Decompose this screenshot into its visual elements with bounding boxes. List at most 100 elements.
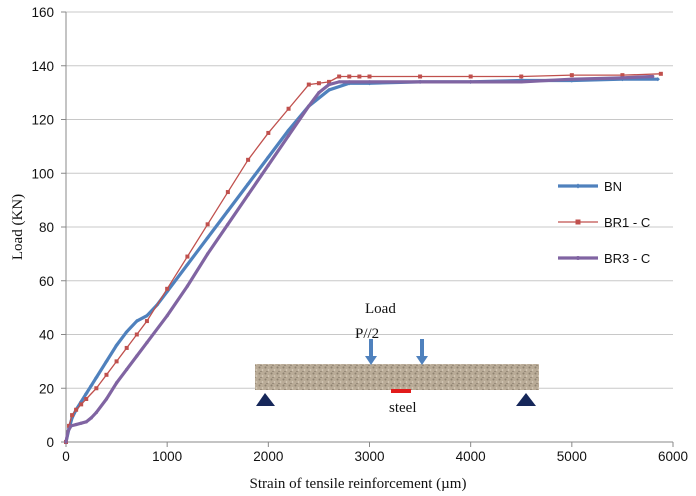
- data-point: [246, 193, 250, 197]
- load-label: Load: [365, 301, 396, 317]
- legend-label: BR1 - C: [604, 215, 650, 230]
- data-point: [286, 134, 291, 138]
- load-arrow-right-icon: [416, 339, 428, 365]
- data-point: [469, 80, 473, 84]
- beam-diagram: Load P//2 steel: [255, 301, 539, 416]
- data-point: [205, 235, 210, 240]
- data-point: [246, 157, 251, 162]
- data-point: [519, 80, 523, 84]
- legend-item: BN: [558, 179, 622, 194]
- y-tick-label: 140: [31, 59, 54, 74]
- x-tick-label: 4000: [456, 449, 486, 464]
- data-point: [246, 181, 251, 187]
- data-point: [569, 73, 574, 78]
- y-tick-label: 100: [31, 166, 54, 181]
- data-point: [266, 130, 271, 135]
- data-point: [327, 79, 332, 84]
- legend-label: BN: [604, 179, 622, 194]
- data-point: [134, 332, 139, 337]
- data-point: [135, 354, 139, 358]
- legend-label: BR3 - C: [604, 251, 650, 266]
- data-point: [145, 340, 149, 345]
- load-arrow-left-icon: [365, 339, 377, 365]
- data-point: [114, 381, 119, 385]
- data-point: [347, 80, 351, 84]
- x-axis-title: Strain of tensile reinforcement (µm): [250, 476, 467, 492]
- gridlines: [66, 11, 673, 389]
- data-point: [327, 82, 331, 87]
- data-point: [418, 80, 422, 84]
- data-point: [84, 420, 88, 424]
- data-point: [79, 421, 83, 425]
- data-point: [74, 407, 79, 412]
- data-point: [367, 80, 372, 84]
- data-point: [104, 372, 109, 377]
- data-point: [104, 397, 109, 401]
- x-tick-label: 6000: [658, 449, 688, 464]
- data-point: [185, 262, 190, 267]
- data-point: [104, 359, 109, 364]
- data-point: [144, 319, 149, 324]
- y-tick-label: 160: [31, 5, 54, 20]
- data-point: [74, 422, 78, 427]
- legend-item: BR1 - C: [558, 215, 650, 230]
- data-point: [576, 256, 580, 260]
- y-tick-label: 20: [39, 381, 54, 396]
- data-point: [94, 386, 99, 391]
- data-point: [316, 81, 321, 86]
- data-point: [519, 74, 524, 79]
- data-point: [165, 286, 170, 291]
- data-point: [89, 383, 94, 388]
- data-point: [306, 82, 311, 87]
- x-tick-label: 3000: [354, 449, 384, 464]
- data-point: [84, 397, 89, 401]
- data-point: [620, 76, 625, 80]
- y-tick-label: 40: [39, 328, 54, 343]
- axes: [61, 11, 674, 447]
- data-point: [620, 73, 625, 78]
- series-br3-c: [64, 74, 655, 444]
- data-point: [418, 74, 423, 79]
- data-point: [125, 367, 129, 372]
- data-point: [367, 74, 372, 79]
- data-point: [66, 429, 70, 433]
- data-point: [185, 254, 190, 259]
- data-point: [337, 80, 341, 84]
- data-point: [347, 74, 352, 79]
- data-point: [205, 222, 210, 227]
- y-tick-label: 60: [39, 274, 54, 289]
- data-point: [79, 402, 84, 407]
- data-point: [70, 413, 75, 418]
- data-point: [266, 155, 271, 160]
- y-tick-label: 0: [46, 435, 54, 450]
- data-point: [286, 106, 291, 111]
- data-point: [307, 104, 311, 108]
- y-tick-label: 80: [39, 220, 54, 235]
- series-br1-c: [64, 71, 663, 444]
- data-point: [114, 343, 119, 348]
- data-point: [69, 424, 73, 428]
- legend-item: BR3 - C: [558, 251, 650, 266]
- data-point: [206, 252, 210, 256]
- x-tick-label: 1000: [152, 449, 182, 464]
- data-point: [225, 208, 230, 213]
- beam: [255, 364, 539, 390]
- data-point: [94, 375, 99, 380]
- x-tick-label: 0: [62, 449, 70, 464]
- data-point: [124, 329, 129, 334]
- y-tick-labels: 0 20 40 60 80 100 120 140 160: [31, 5, 54, 450]
- data-point: [266, 163, 270, 167]
- data-point: [655, 77, 660, 82]
- data-point: [226, 222, 230, 226]
- half-load-label: P//2: [355, 326, 379, 342]
- steel-marker: [391, 389, 411, 393]
- data-point: [658, 71, 663, 76]
- data-point: [326, 87, 332, 93]
- data-point: [575, 219, 581, 225]
- left-support-icon: [256, 393, 275, 406]
- data-point: [144, 313, 150, 318]
- data-point: [165, 314, 169, 318]
- data-point: [468, 74, 473, 79]
- data-point: [134, 318, 139, 324]
